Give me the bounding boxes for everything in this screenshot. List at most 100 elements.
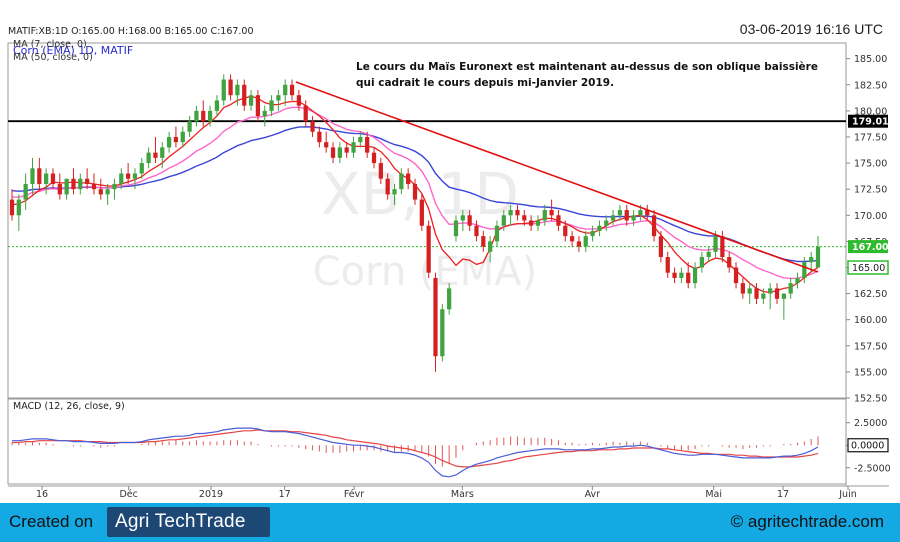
candle-body	[126, 173, 131, 179]
candle-body	[412, 183, 418, 200]
macd-signal-line	[12, 429, 819, 468]
candle-body	[85, 178, 90, 184]
candle-body	[617, 210, 623, 216]
candle-body	[467, 215, 472, 226]
candle-body	[242, 84, 247, 106]
x-tick-label: Mai	[705, 489, 722, 500]
candle-body	[645, 210, 650, 216]
candle-body	[187, 121, 192, 132]
candle-body	[194, 110, 199, 122]
candle-body	[166, 136, 172, 148]
created-on-label: Created on	[9, 512, 94, 531]
candle-body	[310, 121, 315, 132]
candle-body	[146, 152, 151, 164]
x-tick-label: 2019	[199, 489, 223, 500]
legend-ma50: MA (50, close, 0)	[13, 52, 93, 63]
candle-body	[447, 288, 452, 310]
candle-body	[419, 199, 424, 226]
candle-body	[30, 168, 35, 184]
current-price-label: 167.00	[852, 242, 889, 253]
candle-body	[344, 147, 349, 153]
candle-body	[747, 288, 752, 294]
candle-body	[686, 272, 691, 284]
candle-body	[78, 178, 83, 190]
candle-body	[576, 241, 582, 247]
candle-body	[679, 272, 684, 278]
candle-body	[665, 257, 670, 273]
candle-body	[112, 183, 117, 190]
candle-body	[699, 257, 704, 268]
candle-body	[727, 257, 732, 268]
candle-body	[385, 178, 390, 195]
candle-body	[515, 210, 520, 216]
candle-body	[426, 225, 431, 273]
header-quote: MATIF:XB:1D O:165.00 H:168.00 B:165.00 C…	[8, 26, 254, 37]
legend-ma7: MA (7, close, 0)	[13, 39, 87, 50]
candle-body	[563, 225, 568, 237]
candle-body	[597, 225, 602, 231]
candle-body	[317, 131, 322, 143]
candle-body	[488, 241, 493, 252]
agritechtrade-logo[interactable]: Agri TechTrade	[107, 507, 270, 537]
current-price-tag	[848, 240, 888, 254]
annotation-line-1: Le cours du Maïs Euronext est maintenant…	[356, 61, 818, 73]
candle-body	[583, 236, 588, 247]
price-tick-label: 185.00	[854, 54, 887, 65]
price-tick-label: 155.00	[854, 367, 887, 378]
resistance-price-tag	[848, 114, 888, 128]
price-tick-label: 175.00	[854, 159, 887, 170]
candle-body	[71, 178, 76, 190]
candle-body	[173, 136, 179, 143]
candle-body	[474, 225, 479, 237]
candle-body	[713, 236, 718, 252]
price-panel-frame	[7, 42, 847, 399]
candle-body	[733, 267, 739, 284]
candle-body	[815, 246, 821, 268]
candle-body	[651, 215, 657, 237]
candle-body	[433, 277, 438, 357]
price-tick-label: 180.00	[854, 106, 887, 117]
price-tick-label: 157.50	[854, 341, 887, 352]
candle-body	[549, 210, 554, 216]
footer-bar: Created on Agri TechTrade © agritechtrad…	[0, 503, 900, 542]
candle-body	[23, 183, 28, 200]
x-tick-label: 17	[279, 489, 291, 500]
candle-body	[330, 147, 336, 158]
candle-body	[604, 220, 609, 226]
macd-line	[12, 427, 819, 478]
copyright-link[interactable]: © agritechtrade.com	[730, 512, 884, 531]
candle-body	[740, 283, 745, 294]
resistance-price-label: 179.01	[852, 117, 889, 128]
candle-body	[201, 110, 206, 122]
annotation-line-2: qui cadrait le cours depuis mi-Janvier 2…	[356, 77, 614, 89]
previous-price-label: 165.00	[852, 263, 885, 274]
candle-body	[399, 173, 404, 190]
candle-body	[535, 220, 541, 226]
candle-body	[44, 173, 49, 184]
candle-body	[105, 189, 110, 195]
candle-body	[57, 183, 62, 195]
candle-body	[91, 183, 97, 190]
candle-body	[638, 210, 643, 216]
candle-body	[283, 84, 288, 96]
candle-body	[692, 267, 698, 284]
candle-body	[481, 236, 486, 247]
x-tick-label: Déc	[119, 489, 137, 500]
candle-body	[494, 225, 500, 242]
ma-long-line	[11, 126, 819, 263]
candle-body	[365, 136, 370, 153]
candle-body	[453, 220, 459, 237]
candle-body	[324, 142, 329, 148]
candle-body	[255, 95, 261, 117]
logo-text: Agri TechTrade	[115, 511, 246, 532]
candle-body	[802, 262, 807, 278]
price-tick-label: 152.50	[854, 394, 887, 405]
candle-body	[139, 163, 144, 174]
candle-body	[119, 173, 124, 184]
price-tick-label: 170.00	[854, 211, 887, 222]
candle-body	[37, 168, 42, 184]
x-tick-label: Févr	[344, 489, 364, 500]
price-tick-label: 162.50	[854, 289, 887, 300]
candle-body	[153, 152, 158, 158]
candle-body	[406, 173, 411, 184]
